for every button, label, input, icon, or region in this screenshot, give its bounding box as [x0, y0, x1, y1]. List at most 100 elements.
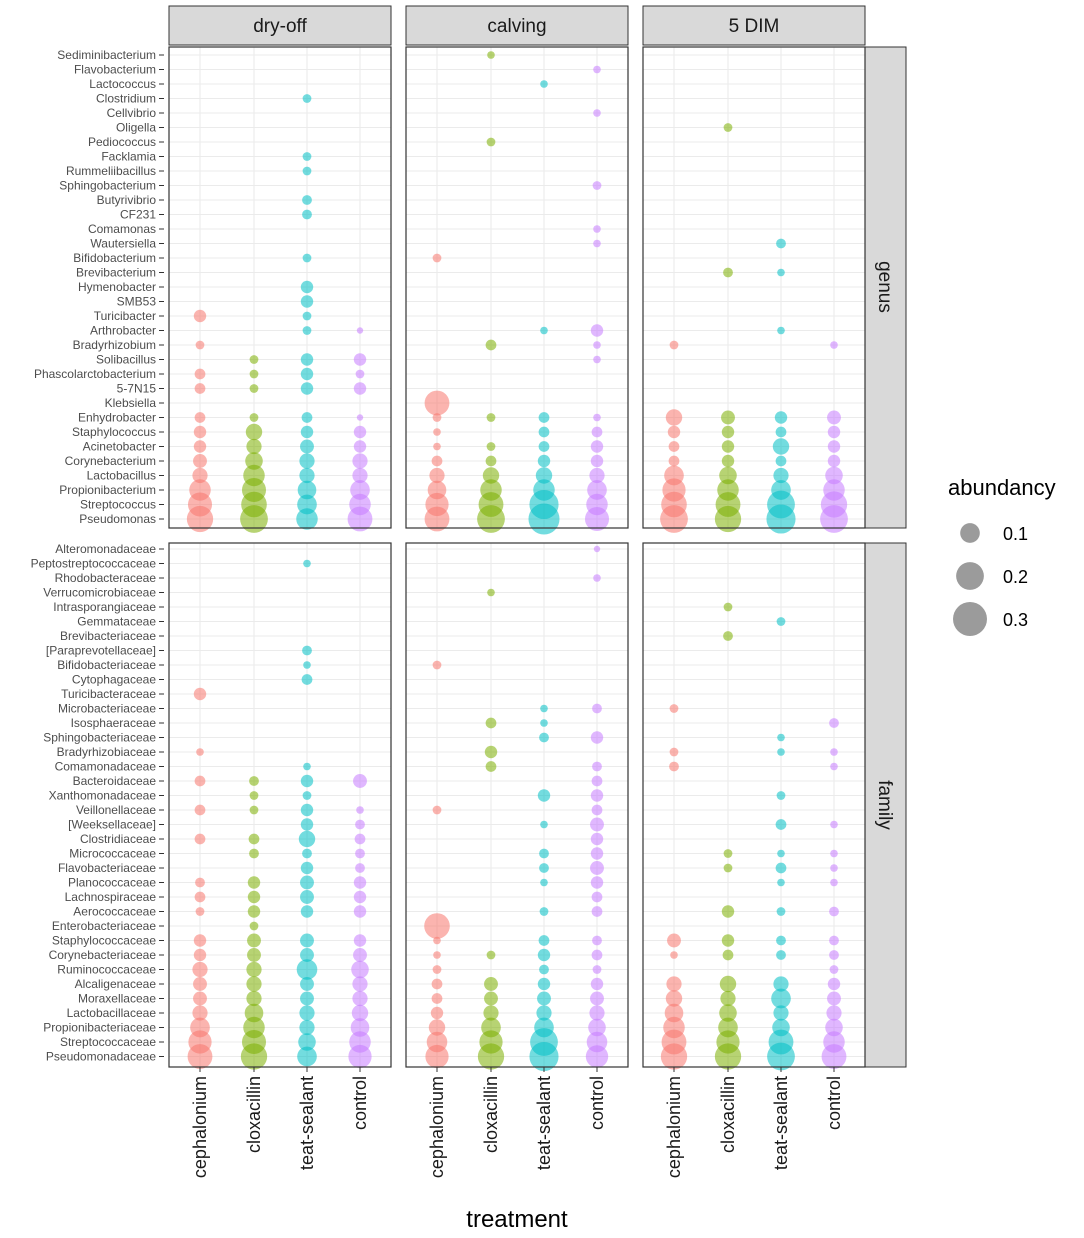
bubble	[539, 848, 549, 859]
bubble	[539, 732, 549, 743]
bubble	[592, 935, 602, 946]
row-label: Alcaligenaceae	[75, 977, 157, 991]
x-tick-label: control	[824, 1076, 844, 1130]
bubble	[721, 905, 735, 918]
bubble	[194, 368, 206, 380]
row-label: [Paraprevotellaceae]	[46, 644, 156, 658]
bubble	[351, 960, 369, 979]
panel-family-dry-off	[168, 542, 392, 1070]
bubble	[538, 426, 550, 438]
bubble	[719, 1004, 737, 1022]
x-tick-label: teat-sealant	[771, 1076, 791, 1170]
bubble	[486, 137, 496, 147]
bubble	[592, 181, 602, 190]
row-label: Aerococcaceae	[73, 905, 156, 919]
bubble	[300, 280, 314, 294]
panel-genus-5-dim	[642, 46, 866, 534]
bubble	[590, 847, 604, 860]
bubble	[539, 907, 549, 916]
bubble	[303, 661, 311, 669]
bubble	[829, 718, 839, 728]
bubble	[192, 467, 208, 484]
bubble	[528, 503, 560, 535]
bubble	[353, 425, 367, 439]
row-label: Lactobacillaceae	[67, 1006, 157, 1020]
bubble	[539, 863, 549, 873]
x-tick-label: cephalonium	[190, 1076, 210, 1178]
x-tick-label: cloxacillin	[244, 1076, 264, 1153]
bubble	[827, 440, 841, 453]
bubble	[777, 326, 785, 335]
bubble	[300, 803, 314, 817]
row-label: Pseudomonadaceae	[46, 1050, 156, 1064]
bubble	[486, 442, 496, 451]
bubble	[587, 480, 607, 500]
strip-dry-off: dry-off	[253, 16, 307, 37]
bubble	[538, 412, 550, 423]
bubble	[590, 977, 604, 991]
bubble	[193, 454, 207, 468]
strip-5-dim: 5 DIM	[729, 16, 780, 37]
bubble	[821, 1044, 847, 1069]
strip-genus: genus	[874, 261, 895, 313]
bubble	[431, 455, 443, 467]
row-label: Sphingobacterium	[59, 179, 156, 193]
bubble	[186, 505, 214, 533]
x-axis-ticks: cephalonium cloxacillin teat-sealant contro…	[190, 1067, 844, 1178]
bubble	[486, 413, 496, 422]
bubble	[535, 467, 553, 484]
bubble	[777, 878, 785, 887]
bubble	[300, 890, 314, 904]
bubble	[767, 1042, 795, 1071]
bubble	[719, 975, 737, 993]
bubble	[477, 1043, 505, 1070]
bubble	[353, 948, 367, 962]
bubble	[297, 480, 317, 500]
bubble	[192, 1005, 208, 1021]
bubble	[248, 833, 260, 845]
row-label: [Weeksellaceae]	[68, 818, 156, 832]
bubble	[246, 961, 262, 978]
row-label: Turicibacteraceae	[61, 687, 156, 701]
bubble	[355, 863, 365, 873]
row-label: Lactobacillus	[87, 469, 156, 483]
bubble	[721, 934, 735, 947]
bubble	[298, 830, 316, 848]
bubble	[193, 425, 207, 439]
bubble	[302, 152, 312, 161]
row-label: Veillonellaceae	[76, 803, 156, 817]
row-label: Corynebacteriaceae	[49, 948, 157, 962]
bubble	[300, 933, 314, 948]
bubble	[537, 991, 551, 1006]
bubble	[247, 933, 261, 948]
bubble	[353, 774, 367, 788]
bubble	[667, 425, 681, 439]
bubble	[301, 674, 313, 685]
bubble	[830, 762, 838, 771]
bubble	[484, 977, 498, 991]
bubble	[245, 452, 263, 470]
column-strips: dry-off calving 5 DIM	[168, 5, 866, 46]
bubble	[348, 1044, 372, 1069]
bubble	[246, 438, 262, 455]
bubble	[723, 863, 733, 873]
row-label: Comamonas	[88, 222, 156, 236]
bubble	[588, 1018, 606, 1037]
bubble	[249, 355, 259, 364]
bubble	[723, 631, 733, 641]
bubble	[432, 253, 442, 263]
bubble	[353, 890, 367, 904]
bubble	[247, 876, 261, 889]
bubble	[590, 861, 604, 875]
bubble	[537, 454, 551, 468]
bubble	[249, 848, 259, 859]
bubble	[300, 818, 314, 831]
bubble	[529, 1041, 559, 1072]
bubble	[721, 410, 735, 425]
row-label: Cellvibrio	[107, 106, 157, 120]
bubble	[593, 225, 601, 233]
bubble	[540, 704, 548, 713]
bubble	[300, 439, 314, 454]
bubble	[590, 832, 604, 846]
